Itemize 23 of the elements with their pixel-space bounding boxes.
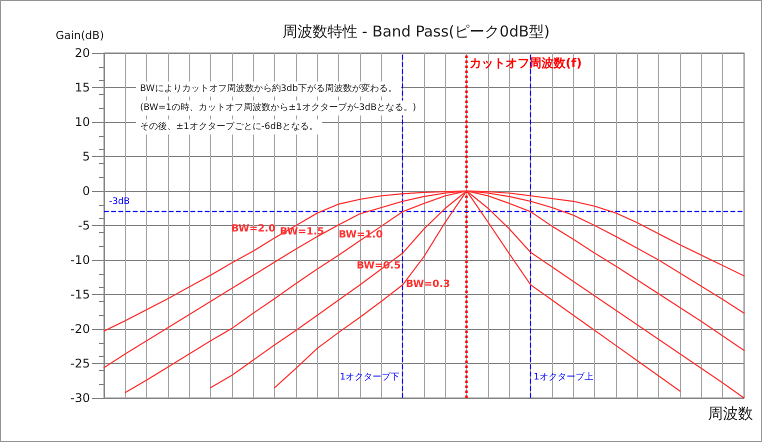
y-tick-label: 10 [74, 115, 90, 129]
y-tick-label: -30 [70, 391, 90, 405]
annotation: 1オクターブ上 [534, 372, 594, 382]
y-tick-label: -25 [70, 356, 90, 370]
annotation: 1オクターブ下 [340, 372, 400, 382]
y-tick-label: 0 [82, 184, 90, 198]
annotation: カットオフ周波数(f) [470, 56, 582, 70]
y-tick-label: 15 [74, 80, 90, 94]
y-tick-label: -10 [70, 253, 90, 267]
series-label: BW=2.0 [231, 224, 276, 235]
chart-title: 周波数特性 - Band Pass(ピーク0dB型) [282, 22, 550, 40]
series-label: BW=0.3 [406, 279, 450, 290]
y-tick-label: -5 [78, 218, 90, 232]
annotation: その後、±1オクターブごとに-6dBとなる。 [140, 121, 318, 132]
y-tick-label: 5 [82, 150, 90, 164]
ref-line-label: -3dB [109, 197, 130, 208]
annotation: (BW=1の時、カットオフ周波数から±1オクターブが-3dBとなる。) [140, 102, 416, 113]
y-tick-label: -15 [70, 288, 90, 302]
y-axis-title: Gain(dB) [56, 29, 104, 42]
y-tick-label: 20 [74, 46, 90, 60]
y-tick-label: -20 [70, 322, 90, 336]
annotation: BWによりカットオフ周波数から約3db下がる周波数が変わる。 [140, 83, 397, 94]
x-axis-title: 周波数 [708, 404, 753, 422]
